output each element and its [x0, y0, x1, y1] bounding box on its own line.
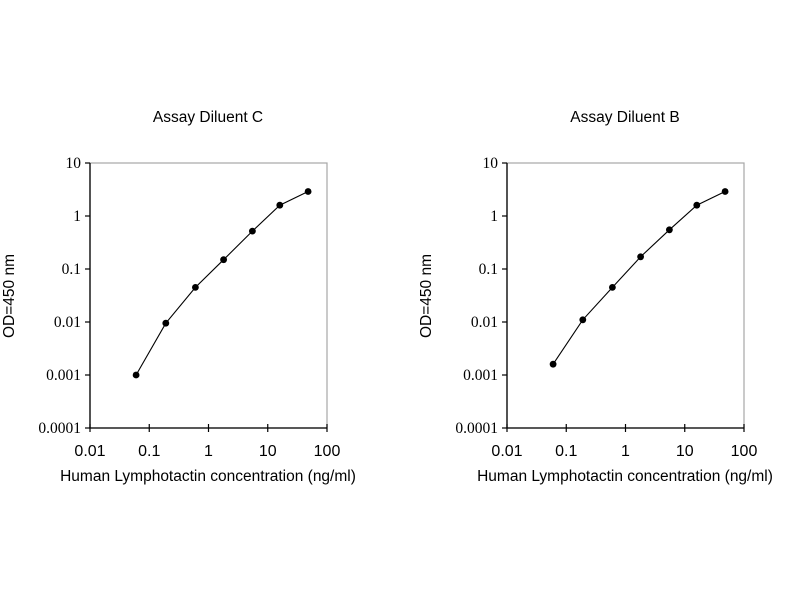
data-point: [666, 226, 673, 234]
series-line: [552, 191, 726, 365]
plot-area: 0.01 0.1 1 10 100 10 1 0.1 0.01 0.001 0.0001: [38, 155, 340, 460]
data-point: [162, 319, 170, 327]
y-tick-label: 0.01: [54, 314, 81, 331]
data-point: [220, 256, 228, 264]
plot-svg-left: Assay Diluent C OD=450 nm Human Lymphota…: [1, 109, 356, 485]
y-tick-label: 1: [73, 208, 81, 225]
data-point: [192, 284, 199, 291]
y-tick-label: 0.0001: [38, 420, 81, 437]
plot-frame: [506, 162, 745, 429]
data-point: [721, 188, 729, 195]
data-point: [304, 188, 312, 195]
y-tick-label: 0.01: [471, 314, 498, 331]
y-tick-label: 10: [483, 155, 499, 172]
data-point: [637, 253, 644, 261]
x-axis-label: Human Lymphotactin concentration (ng/ml): [60, 468, 356, 485]
plot-svg-right: Assay Diluent B OD=450 nm Human Lymphota…: [418, 109, 773, 485]
x-axis-label: Human Lymphotactin concentration (ng/ml): [477, 468, 773, 485]
y-tick-label: 0.001: [463, 367, 498, 384]
x-tick-label: 1: [204, 443, 213, 460]
y-tick-label: 0.1: [62, 261, 81, 278]
chart-assay-diluent-b: Assay Diluent B OD=450 nm Human Lymphota…: [417, 0, 800, 600]
x-tick-label: 0.01: [491, 443, 522, 460]
plot-area: 0.01 0.1 1 10 100 10 1 0.1 0.01 0.001 0.0001: [455, 155, 757, 460]
chart-assay-diluent-c: Assay Diluent C OD=450 nm Human Lymphota…: [0, 0, 383, 600]
y-tick-label: 1: [490, 208, 498, 225]
data-point: [249, 227, 256, 235]
data-point: [276, 201, 284, 209]
data-point: [609, 284, 616, 291]
x-tick-label: 0.1: [138, 443, 160, 460]
data-point: [549, 360, 557, 368]
y-tick-label: 0.0001: [455, 420, 498, 437]
y-tick-label: 10: [66, 155, 82, 172]
axes-lines: [506, 163, 744, 429]
y-axis-label: OD=450 nm: [418, 254, 435, 338]
chart-title: Assay Diluent C: [153, 109, 263, 126]
axes-lines: [89, 163, 327, 429]
x-tick-label: 0.01: [74, 443, 105, 460]
x-tick-label: 1: [621, 443, 630, 460]
data-point: [132, 371, 140, 379]
y-tick-label: 0.1: [479, 261, 498, 278]
x-tick-label: 100: [731, 443, 758, 460]
y-axis-label: OD=450 nm: [1, 254, 18, 338]
plot-frame: [89, 162, 328, 429]
x-tick-label: 10: [259, 443, 277, 460]
data-point: [579, 316, 587, 324]
series-line: [135, 191, 309, 376]
x-tick-label: 0.1: [555, 443, 577, 460]
x-tick-label: 10: [676, 443, 694, 460]
data-point: [693, 201, 701, 209]
y-tick-label: 0.001: [46, 367, 81, 384]
x-tick-label: 100: [314, 443, 341, 460]
chart-title: Assay Diluent B: [570, 109, 679, 126]
